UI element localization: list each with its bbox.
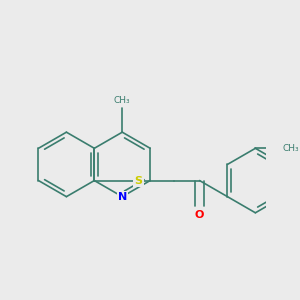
Text: O: O — [195, 210, 204, 220]
Text: CH₃: CH₃ — [283, 144, 299, 153]
Text: S: S — [134, 176, 142, 185]
Text: CH₃: CH₃ — [114, 96, 130, 105]
Text: N: N — [118, 192, 127, 202]
